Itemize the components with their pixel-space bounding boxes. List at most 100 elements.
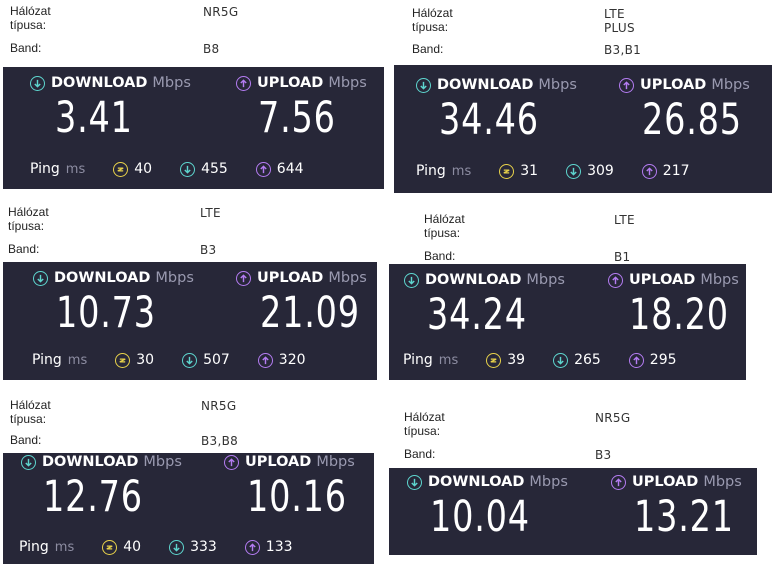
download-unit: Mbps [526,272,565,288]
speed-panel: DOWNLOAD Mbps UPLOAD Mbps 34.24 18.20 Pi… [389,264,746,380]
arrow-up-circle-icon [236,270,251,286]
ping-row: Ping ms 40 333 133 [19,539,293,555]
jitter-circle-icon [113,161,129,177]
network-type-value: LTE PLUS [604,7,635,35]
upload-value: 10.16 [247,472,347,522]
ping-download-value: 333 [190,539,217,555]
network-type-label: Hálózat típusa: [10,4,51,32]
network-type-value: LTE [614,213,635,227]
upload-label: UPLOAD [640,77,707,93]
arrow-down-circle-icon [180,161,196,177]
arrow-up-circle-icon [244,539,260,555]
download-header: DOWNLOAD Mbps [21,454,182,470]
upload-header: UPLOAD Mbps [619,77,750,93]
band-label: Band: [10,41,42,55]
download-value: 34.24 [427,290,527,340]
upload-unit: Mbps [316,454,355,470]
ping-download-value: 265 [574,352,601,368]
arrow-down-circle-icon [33,270,48,286]
network-type-label: Hálózat típusa: [8,205,49,233]
upload-label: UPLOAD [632,474,699,490]
network-type-label: Hálózat típusa: [424,212,465,240]
ping-download-value: 309 [587,163,614,179]
download-unit: Mbps [538,77,577,93]
arrow-up-circle-icon [619,77,634,93]
upload-header: UPLOAD Mbps [611,474,742,490]
upload-unit: Mbps [700,272,739,288]
arrow-up-circle-icon [611,474,626,490]
ping-label: Ping [416,163,446,179]
ping-upload-value: 295 [649,352,677,368]
arrow-down-circle-icon [30,75,45,91]
jitter-circle-icon [499,163,515,179]
ping-unit: ms [438,352,459,368]
arrow-down-circle-icon [416,77,431,93]
arrow-down-circle-icon [169,539,185,555]
arrow-down-circle-icon [566,163,582,179]
jitter-circle-icon [102,539,118,555]
upload-header: UPLOAD Mbps [236,270,367,286]
ping-value: 39 [507,352,526,368]
upload-label: UPLOAD [257,75,324,91]
arrow-down-circle-icon [553,352,569,368]
jitter-circle-icon [486,352,502,368]
upload-value: 21.09 [260,288,360,338]
download-header: DOWNLOAD Mbps [416,77,577,93]
ping-unit: ms [67,352,88,368]
arrow-up-circle-icon [641,163,657,179]
arrow-down-circle-icon [407,474,422,490]
download-label: DOWNLOAD [51,75,148,91]
jitter-circle-icon [115,352,131,368]
arrow-up-circle-icon [224,454,239,470]
upload-header: UPLOAD Mbps [608,272,739,288]
speed-panel: DOWNLOAD Mbps UPLOAD Mbps 12.76 10.16 Pi… [3,453,374,564]
download-header: DOWNLOAD Mbps [30,75,191,91]
band-value: B3,B8 [201,434,239,448]
band-label: Band: [412,42,444,56]
ping-download-value: 507 [203,352,230,368]
upload-header: UPLOAD Mbps [236,75,367,91]
band-value: B3,B1 [604,43,642,57]
download-unit: Mbps [152,75,191,91]
upload-label: UPLOAD [629,272,696,288]
upload-header: UPLOAD Mbps [224,454,355,470]
ping-value: 40 [134,161,153,177]
ping-unit: ms [65,161,86,177]
arrow-down-circle-icon [182,352,198,368]
ping-upload-value: 133 [265,539,293,555]
ping-label: Ping [30,161,60,177]
download-label: DOWNLOAD [42,454,139,470]
band-label: Band: [10,433,42,447]
download-value: 34.46 [439,95,539,145]
ping-value: 31 [520,163,539,179]
network-type-label: Hálózat típusa: [404,410,445,438]
download-unit: Mbps [529,474,568,490]
ping-unit: ms [54,539,75,555]
ping-row: Ping ms 30 507 320 [32,352,306,368]
upload-unit: Mbps [328,75,367,91]
arrow-up-circle-icon [255,161,271,177]
ping-value: 30 [136,352,155,368]
arrow-up-circle-icon [236,75,251,91]
download-value: 10.04 [430,492,530,542]
band-value: B8 [203,42,220,56]
download-label: DOWNLOAD [428,474,525,490]
network-type-value: NR5G [595,411,631,425]
network-type-value: NR5G [201,399,237,413]
download-header: DOWNLOAD Mbps [407,474,568,490]
network-type-label: Hálózat típusa: [412,6,453,34]
upload-unit: Mbps [703,474,742,490]
upload-value: 18.20 [629,290,729,340]
speed-panel: DOWNLOAD Mbps UPLOAD Mbps 10.73 21.09 Pi… [3,262,377,380]
band-label: Band: [8,242,40,256]
speed-panel: DOWNLOAD Mbps UPLOAD Mbps 34.46 26.85 Pi… [394,65,772,193]
arrow-up-circle-icon [257,352,273,368]
download-label: DOWNLOAD [54,270,151,286]
download-label: DOWNLOAD [437,77,534,93]
ping-unit: ms [451,163,472,179]
ping-row: Ping ms 40 455 644 [30,161,304,177]
upload-value: 13.21 [634,492,734,542]
ping-label: Ping [32,352,62,368]
network-type-label: Hálózat típusa: [10,398,51,426]
download-unit: Mbps [143,454,182,470]
